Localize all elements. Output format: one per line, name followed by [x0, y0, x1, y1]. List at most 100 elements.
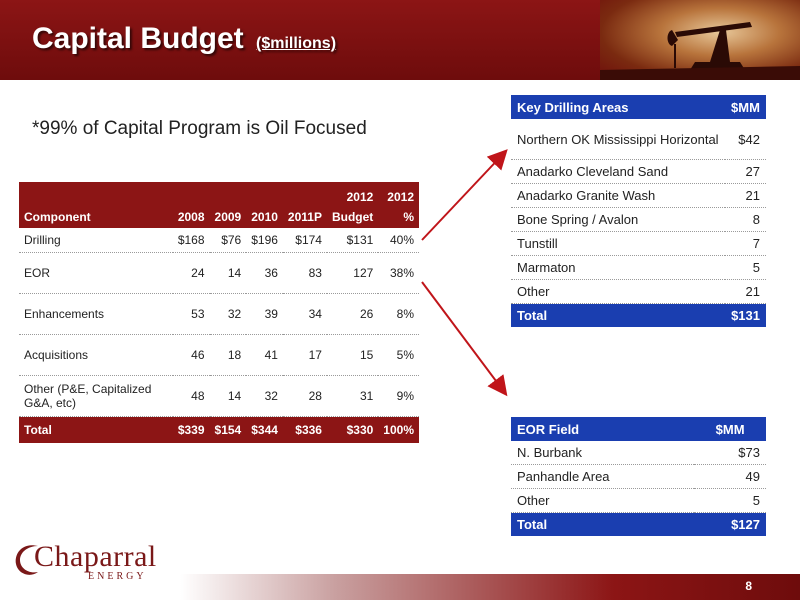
drilling-area-name: Tunstill: [511, 231, 725, 256]
eor-field-value: 49: [694, 464, 766, 489]
cell-2008: 24: [172, 252, 210, 294]
table-row: Other 21: [511, 279, 766, 304]
cell-component: Other (P&E, Capitalized G&A, etc): [19, 375, 173, 417]
page-number: 8: [745, 579, 752, 593]
col-2008-line1: [172, 182, 210, 206]
table-row: Tunstill 7: [511, 231, 766, 256]
col-2012-budget: Budget: [326, 206, 379, 228]
cell-2009: 14: [209, 252, 247, 294]
table-row: Marmaton 5: [511, 255, 766, 280]
table-row: Anadarko Granite Wash 21: [511, 183, 766, 208]
drilling-area-value: 27: [724, 159, 766, 184]
cell-2012-pct: 8%: [378, 293, 419, 335]
table-row: Panhandle Area 49: [511, 464, 766, 489]
col-2010: 2010: [246, 206, 283, 228]
total-2010: $344: [246, 416, 283, 443]
cell-2010: 41: [246, 334, 283, 376]
cell-2010: 39: [246, 293, 283, 335]
col-2009-line1: [209, 182, 247, 206]
drilling-header-name: Key Drilling Areas: [511, 95, 725, 119]
table-header-row: 2012 2012: [19, 182, 419, 206]
total-2012-pct: 100%: [378, 416, 419, 443]
cell-2008: $168: [172, 228, 210, 253]
col-2012-budget-line1: 2012: [326, 182, 379, 206]
drilling-area-name: Anadarko Granite Wash: [511, 183, 725, 208]
eor-header-name: EOR Field: [511, 417, 695, 441]
col-2012-pct: %: [378, 206, 419, 228]
cell-2009: 32: [209, 293, 247, 335]
cell-2011p: 17: [282, 334, 327, 376]
drilling-area-name: Northern OK Mississippi Horizontal: [511, 119, 725, 160]
cell-component: Acquisitions: [19, 334, 173, 376]
oil-pump-photo: [600, 0, 800, 80]
table-row: Other 5: [511, 488, 766, 513]
logo-name: Chaparral: [34, 540, 157, 573]
cell-2011p: 34: [282, 293, 327, 335]
cell-2010: 32: [246, 375, 283, 417]
eor-field-name: Panhandle Area: [511, 464, 695, 489]
drilling-area-name: Other: [511, 279, 725, 304]
drilling-area-value: 21: [724, 183, 766, 208]
table-header-row: Component 2008 2009 2010 2011P Budget %: [19, 206, 419, 228]
subtitle: *99% of Capital Program is Oil Focused: [32, 118, 367, 139]
cell-2011p: 28: [282, 375, 327, 417]
drilling-area-name: Bone Spring / Avalon: [511, 207, 725, 232]
drilling-header-value: $MM: [724, 95, 766, 119]
cell-2009: $76: [209, 228, 247, 253]
header-banner: Capital Budget ($millions): [0, 0, 800, 80]
table-row: Bone Spring / Avalon 8: [511, 207, 766, 232]
cell-2008: 53: [172, 293, 210, 335]
table-row: N. Burbank $73: [511, 441, 766, 465]
cell-component: EOR: [19, 252, 173, 294]
cell-component: Drilling: [19, 228, 173, 253]
drilling-area-value: 5: [724, 255, 766, 280]
eor-header-value: $MM: [694, 417, 766, 441]
col-2011p-line1: [282, 182, 327, 206]
cell-2009: 14: [209, 375, 247, 417]
drilling-area-value: $42: [724, 119, 766, 160]
col-2009: 2009: [209, 206, 247, 228]
cell-2008: 48: [172, 375, 210, 417]
cell-component: Enhancements: [19, 293, 173, 335]
eor-field-table: EOR Field $MM N. Burbank $73 Panhandle A…: [511, 417, 766, 536]
logo-sub: ENERGY: [88, 571, 147, 582]
eor-field-name: Other: [511, 488, 695, 513]
cell-2012-budget: 15: [326, 334, 379, 376]
total-2008: $339: [172, 416, 210, 443]
cell-2012-pct: 5%: [378, 334, 419, 376]
cell-2011p: $174: [282, 228, 327, 253]
col-2010-line1: [246, 182, 283, 206]
total-2012-budget: $330: [326, 416, 379, 443]
footer-bar: [180, 574, 800, 600]
table-row: EOR 24 14 36 83 127 38%: [19, 252, 419, 294]
col-2011p: 2011P: [282, 206, 327, 228]
capital-budget-table: 2012 2012 Component 2008 2009 2010 2011P…: [19, 182, 419, 443]
table-row: Acquisitions 46 18 41 17 15 5%: [19, 334, 419, 376]
drilling-total-label: Total: [511, 303, 725, 327]
cell-2008: 46: [172, 334, 210, 376]
drilling-area-value: 8: [724, 207, 766, 232]
col-2008: 2008: [172, 206, 210, 228]
total-label: Total: [19, 416, 173, 443]
table-row: Other (P&E, Capitalized G&A, etc) 48 14 …: [19, 375, 419, 417]
eor-total-label: Total: [511, 512, 695, 536]
table-header-row: EOR Field $MM: [511, 417, 766, 441]
cell-2012-pct: 40%: [378, 228, 419, 253]
drilling-area-name: Marmaton: [511, 255, 725, 280]
eor-arrow-icon: [421, 281, 508, 397]
cell-2012-budget: $131: [326, 228, 379, 253]
drilling-area-name: Anadarko Cleveland Sand: [511, 159, 725, 184]
col-component-line1: [19, 182, 173, 206]
table-row: Northern OK Mississippi Horizontal $42: [511, 119, 766, 160]
eor-field-value: $73: [694, 441, 766, 465]
table-total-row: Total $131: [511, 303, 766, 327]
key-drilling-areas-table: Key Drilling Areas $MM Northern OK Missi…: [511, 95, 766, 327]
cell-2012-budget: 26: [326, 293, 379, 335]
page-title: Capital Budget ($millions): [32, 22, 336, 56]
drilling-area-value: 7: [724, 231, 766, 256]
col-2012-pct-line1: 2012: [378, 182, 419, 206]
company-logo: [12, 540, 172, 588]
cell-2012-budget: 127: [326, 252, 379, 294]
title-unit: ($millions): [256, 35, 337, 52]
drilling-arrow-icon: [421, 149, 508, 241]
